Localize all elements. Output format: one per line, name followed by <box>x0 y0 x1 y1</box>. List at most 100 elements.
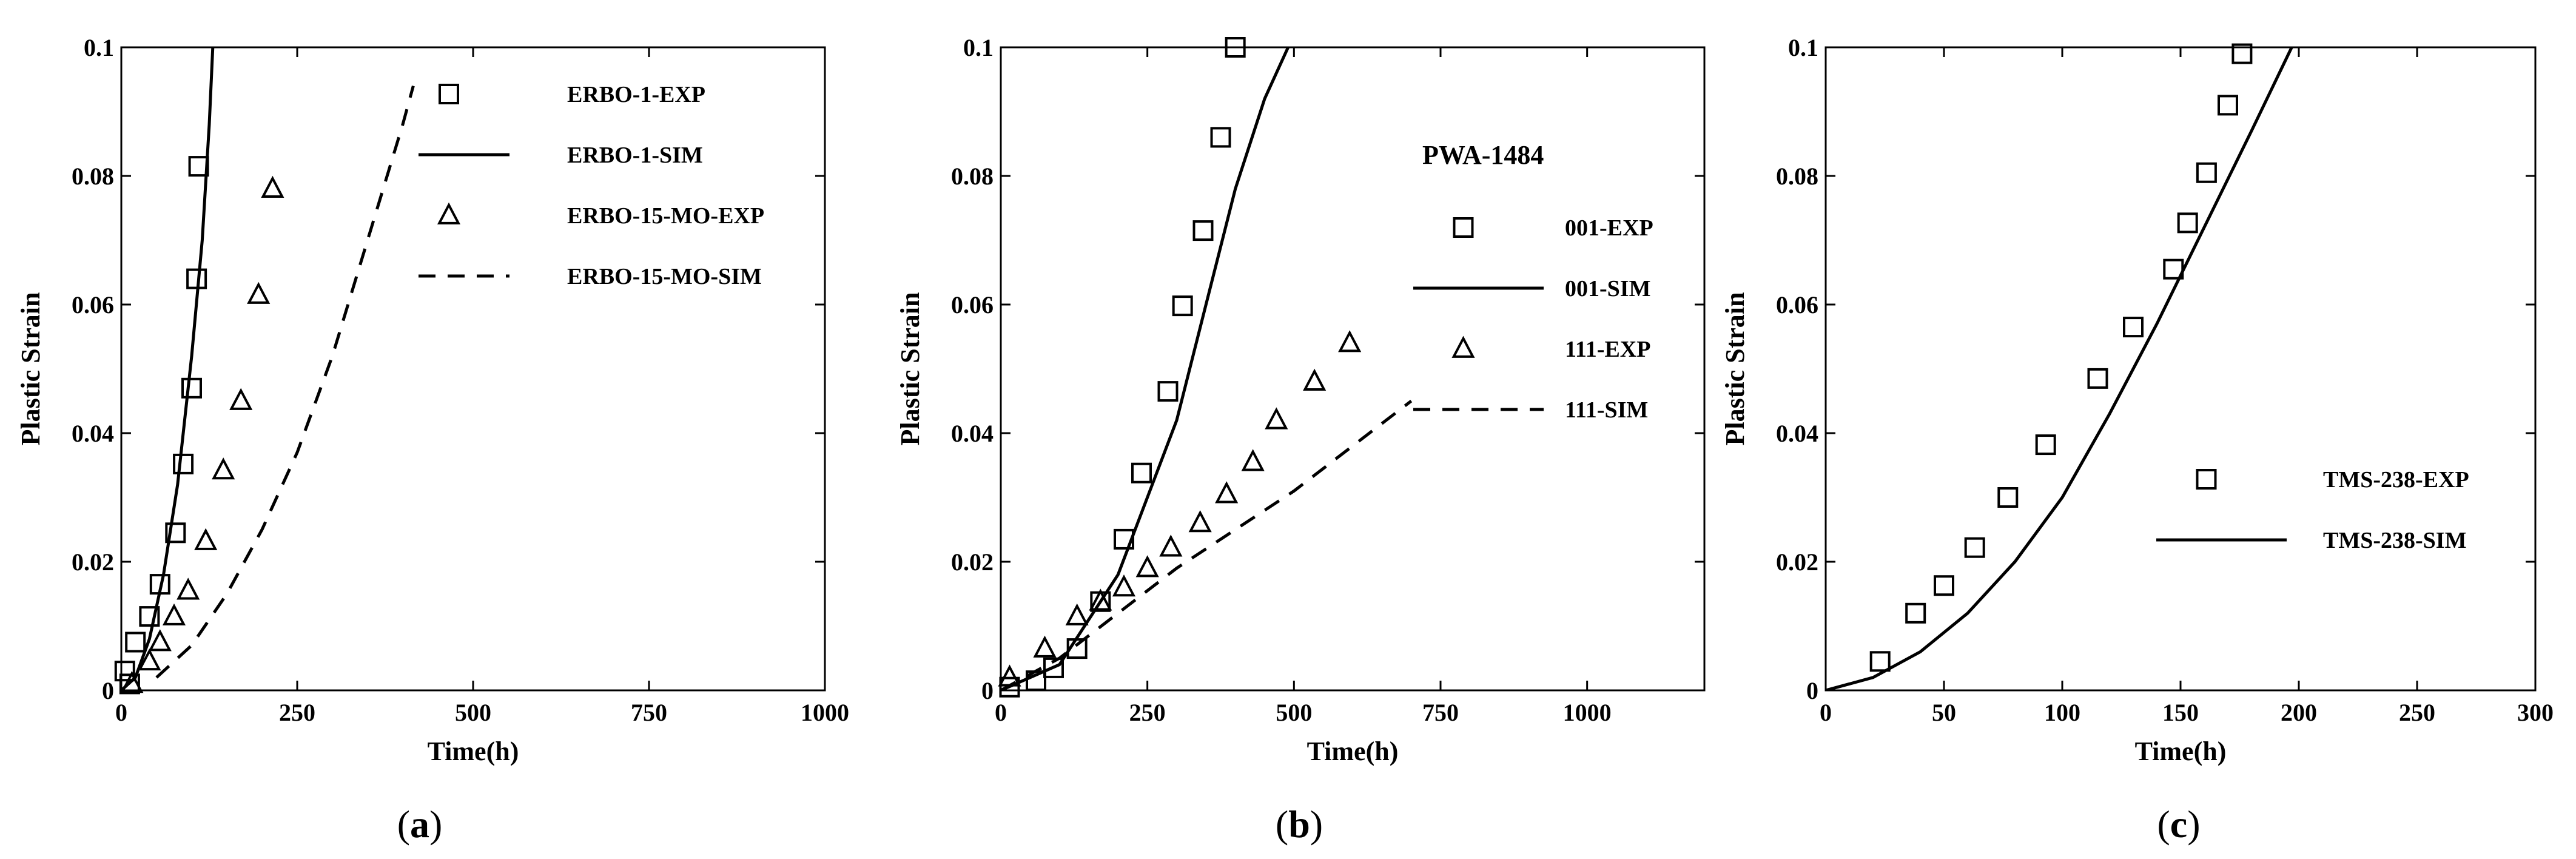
x-tick-label: 50 <box>1932 699 1956 726</box>
data-point <box>194 528 218 550</box>
x-tick-label: 750 <box>1422 699 1459 726</box>
series-ERBO-15-MO-SIM <box>155 85 415 679</box>
data-point <box>2231 43 2253 64</box>
data-point <box>2123 317 2144 338</box>
legend-entry-label: 001-EXP <box>1565 215 1653 241</box>
legend-triangle-marker <box>1451 335 1475 358</box>
y-tick-label: 0.02 <box>951 548 994 576</box>
x-tick-label: 1000 <box>801 699 849 726</box>
x-tick-label: 150 <box>2162 699 2199 726</box>
data-point <box>1131 462 1152 483</box>
legend-entry-label: ERBO-15-MO-EXP <box>567 203 764 229</box>
legend-entry-label: 111-SIM <box>1565 397 1648 423</box>
panel-label-open: ( <box>397 803 410 846</box>
panel-label-open: ( <box>1276 803 1288 846</box>
data-point <box>247 281 271 304</box>
y-tick-label: 0.06 <box>72 291 114 318</box>
x-tick-label: 0 <box>995 699 1007 726</box>
data-point <box>120 671 144 693</box>
legend: PWA-1484 001-EXP 001-SIM 111-EXP 111-SIM <box>1413 140 1653 423</box>
data-point <box>2087 368 2108 389</box>
panel-label: (a) <box>397 803 443 846</box>
data-point <box>119 673 140 695</box>
panel-label: (b) <box>1276 803 1323 846</box>
panel-b: 0 250 500 750 1000 0 0.02 0.04 0.06 0.08 0.1 Time(h… <box>895 34 1706 846</box>
y-tick-label: 0.04 <box>1776 420 1818 447</box>
plot-frame <box>120 46 826 692</box>
y-tick-label: 0 <box>1806 677 1818 704</box>
x-tick-label: 100 <box>2044 699 2080 726</box>
legend-entry-label: 111-EXP <box>1565 337 1650 362</box>
data-point <box>229 388 253 410</box>
data-point <box>1033 635 1057 658</box>
x-tick-label: 1000 <box>1563 699 1612 726</box>
series-line <box>155 85 415 679</box>
data-point <box>1265 407 1288 430</box>
data-point <box>1225 37 1246 58</box>
legend-square-marker <box>439 84 459 104</box>
legend-entry-label: ERBO-1-SIM <box>567 143 703 168</box>
data-point <box>1215 481 1239 504</box>
data-point <box>212 457 235 480</box>
y-tick-label: 0.04 <box>951 420 994 447</box>
data-point <box>1159 534 1183 557</box>
x-tick-label: 0 <box>115 699 127 726</box>
series-001-EXP <box>999 37 1246 698</box>
data-point <box>1869 651 1891 672</box>
data-point <box>1210 127 1231 148</box>
legend-entry-label: 001-SIM <box>1565 276 1650 301</box>
series-ERBO-1-SIM <box>121 47 215 690</box>
plot-frame <box>1824 46 2537 692</box>
y-axis-title: Plastic Strain <box>895 292 925 446</box>
data-point <box>1065 603 1089 625</box>
legend-title: PWA-1484 <box>1422 140 1544 170</box>
data-point <box>1188 510 1212 533</box>
series-111-EXP <box>998 330 1362 687</box>
data-point <box>2196 162 2217 183</box>
panel-label-close: ) <box>429 803 442 846</box>
data-point <box>162 603 186 625</box>
x-tick-label: 250 <box>279 699 315 726</box>
series-line <box>121 47 215 690</box>
legend-entry-label: ERBO-15-MO-SIM <box>567 264 762 289</box>
data-point <box>1135 555 1159 578</box>
y-tick-label: 0.08 <box>951 163 994 190</box>
data-point <box>999 676 1020 698</box>
data-point <box>1157 381 1179 402</box>
x-tick-label: 0 <box>1820 699 1832 726</box>
series-111-SIM <box>1001 400 1413 690</box>
legend-square-marker <box>2196 469 2217 490</box>
legend-square-marker <box>1453 217 1474 238</box>
y-tick-label: 0 <box>981 677 994 704</box>
y-tick-label: 0.06 <box>951 291 994 318</box>
y-tick-label: 0.06 <box>1776 291 1818 318</box>
data-point <box>1241 449 1265 471</box>
data-point <box>177 578 200 600</box>
y-tick-label: 0.1 <box>963 34 994 61</box>
x-axis-title: Time(h) <box>2135 736 2227 766</box>
data-point <box>2177 212 2198 234</box>
data-point <box>114 661 135 682</box>
panel-a: 0 250 500 750 1000 0 0.02 0.04 0.06 0.08 0.1 Time(h… <box>16 34 849 846</box>
data-point <box>1172 295 1193 317</box>
panel-label-letter: a <box>410 803 429 846</box>
series-TMS-238-SIM <box>1826 47 2293 690</box>
legend-entry-label: TMS-238-SIM <box>2323 528 2466 553</box>
y-tick-label: 0.02 <box>1776 548 1818 576</box>
x-tick-label: 500 <box>1276 699 1312 726</box>
data-point <box>181 377 202 399</box>
x-tick-label: 500 <box>455 699 491 726</box>
series-TMS-238-EXP <box>1869 43 2253 672</box>
plot-frame <box>1000 46 1706 692</box>
data-point <box>1192 220 1214 241</box>
series-line <box>1826 47 2293 690</box>
panel-label-letter: c <box>2170 803 2187 846</box>
data-point <box>173 453 194 474</box>
series-001-SIM <box>1001 47 1290 690</box>
panel-label-letter: b <box>1288 803 1310 846</box>
legend-entry-label: ERBO-1-EXP <box>567 82 705 107</box>
data-point <box>1112 574 1136 597</box>
series-ERBO-15-MO-EXP <box>120 175 284 693</box>
x-axis-title: Time(h) <box>1307 736 1399 766</box>
data-point <box>1905 602 1926 624</box>
